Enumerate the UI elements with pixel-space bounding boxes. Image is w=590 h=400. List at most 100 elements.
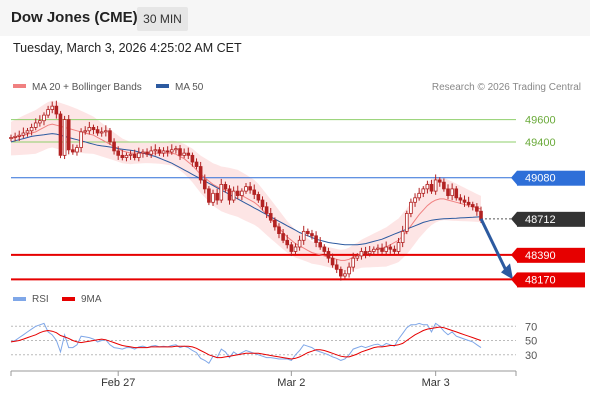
candle-body [33,122,38,128]
candle-body [372,248,376,252]
candle-body [421,188,426,194]
candle-body [458,197,463,201]
candle-body [462,199,467,203]
candle-body [359,251,364,257]
candle-body [71,149,75,153]
interval-badge[interactable]: 30 MIN [137,7,188,31]
candle-body [334,264,339,270]
level-label-49400: 49400 [525,137,556,149]
candle-body [149,150,153,155]
candle-body [58,113,63,156]
candle-body [21,132,26,136]
candle-body [273,219,277,228]
candle-body [215,192,219,201]
candle-body [174,148,178,151]
candle-body [248,186,252,191]
candle-body [268,213,273,221]
candle-body [343,273,347,277]
forecast-arrow-shaft [479,218,508,272]
ma50-legend-label: MA 50 [175,82,204,93]
rsi-level-label-70: 70 [525,321,537,333]
price-levels [11,119,516,281]
candle-body [165,150,170,153]
rsi-ma-legend-label: 9MA [81,294,102,305]
candle-body [264,206,269,214]
candle-body [169,149,174,153]
candle-body [351,257,355,268]
rsi-panel: 70 50 30 [10,321,537,365]
candle-body [417,192,421,199]
candle-body [124,154,129,158]
candle-body [277,226,281,234]
candle-body [429,184,434,192]
candle-body [392,248,397,252]
candle-body [310,233,314,237]
forecast-arrow-head [501,263,513,280]
candle-body [388,246,393,250]
candle-body [413,197,417,203]
candle-body [260,199,265,208]
candle-body [227,188,232,201]
candle-body [367,251,372,255]
level-box-49080 [517,170,585,186]
candle-body [211,192,215,203]
level-box-48390 [517,247,585,263]
candle-body [141,151,145,154]
candle-body [46,109,50,116]
level-box-48170 [517,272,585,288]
level-pointer-48170 [511,272,517,287]
candle-body [13,135,17,138]
candle-body [104,130,108,133]
rsi-legend-swatch [13,297,26,301]
timestamp: Tuesday, March 3, 2026 4:25:02 AM CET [13,41,242,55]
rsi-level-label-30: 30 [525,350,537,362]
candle-body [190,154,195,163]
candle-body [202,179,207,190]
candle-body [108,130,112,143]
candle-body [293,246,298,252]
candle-body [437,179,442,183]
candle-body [240,190,244,196]
candle-body [380,247,384,252]
candle-body [54,105,59,115]
candle-body [425,184,430,190]
rsi-ma-line [10,326,482,360]
candle-body [66,119,71,151]
candle-body [252,189,257,195]
candle-body [79,131,83,148]
candle-body [157,149,162,154]
level-label-48390: 48390 [525,250,556,262]
candle-body [450,188,454,196]
level-labels: 49600 49400 49080 48712 48390 48170 [511,115,585,288]
candle-body [182,152,186,156]
candle-body [376,247,380,250]
candle-body [433,179,438,192]
candle-body [17,134,22,137]
candle-body [244,186,248,192]
candle-body [347,266,351,275]
x-tick-label: Mar 2 [277,377,305,389]
candle-body [219,184,224,201]
candle-body [194,161,199,167]
ma20-legend-swatch [13,84,26,88]
candle-body [400,230,405,243]
candle-body [42,114,46,122]
level-label-49080: 49080 [525,173,556,185]
candle-body [363,251,368,255]
level-label-49600: 49600 [525,115,556,127]
top-bar: Dow Jones (CME) 30 MIN [0,0,590,36]
level-label-48170: 48170 [525,274,556,286]
candle-body [355,255,360,259]
candle-body [132,153,137,158]
level-pointer-48390 [511,247,517,262]
candle-body [297,239,302,248]
candle-body [50,105,55,110]
candle-body [289,244,294,252]
candle-body [83,130,88,133]
candle-body [256,194,261,201]
level-box-48712 [517,211,585,227]
forecast-arrow [479,218,513,280]
candle-body [161,150,166,154]
candle-body [404,213,409,232]
